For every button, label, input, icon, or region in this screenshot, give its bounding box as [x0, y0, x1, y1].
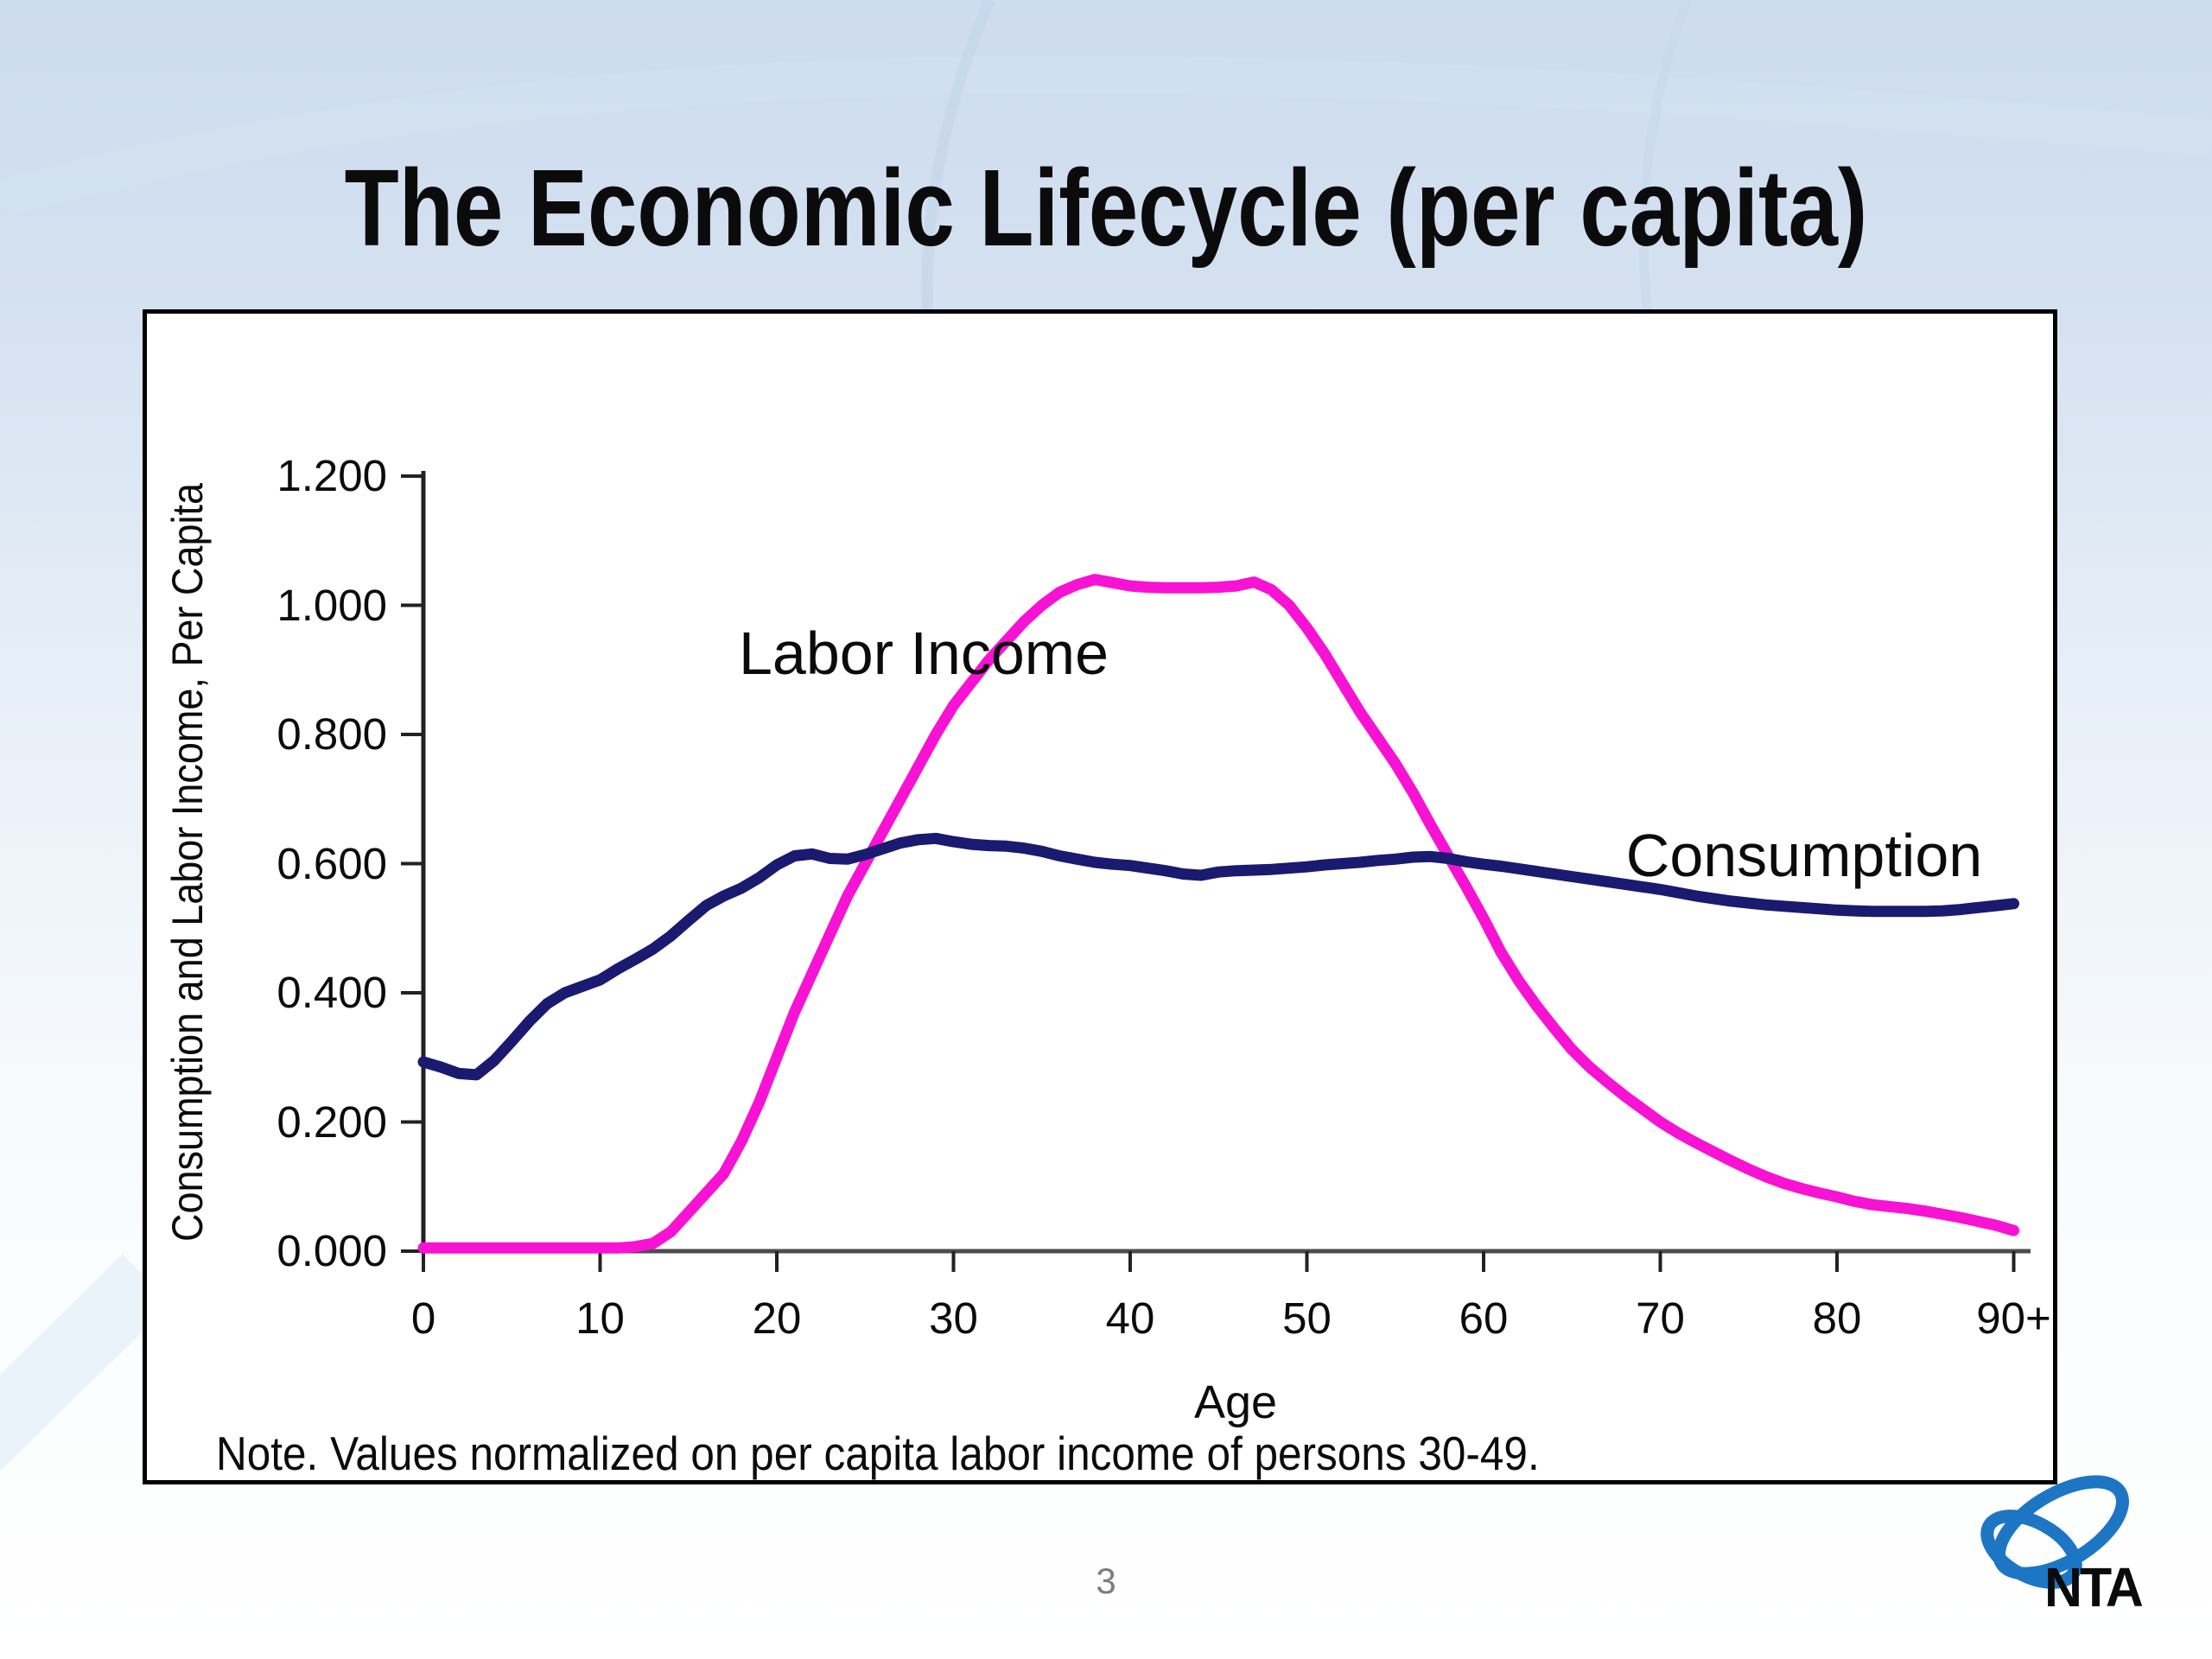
nta-logo: [1980, 1475, 2129, 1589]
x-tick-label: 80: [1812, 1294, 1862, 1343]
page-number: 3: [1096, 1560, 1116, 1601]
chart-note: Note. Values normalized on per capita la…: [216, 1427, 1540, 1480]
y-tick-label: 0.200: [276, 1096, 387, 1147]
labor-income-line: [417, 574, 2019, 1254]
labor-income-series-label: Labor Income: [738, 620, 1109, 687]
consumption-line: [417, 832, 2019, 1081]
x-tick-label: 50: [1282, 1294, 1332, 1343]
x-tick-label: 20: [752, 1294, 802, 1343]
y-tick-label: 1.200: [276, 451, 387, 500]
consumption-series-label: Consumption: [1625, 822, 1983, 889]
y-tick-label: 0.800: [276, 709, 387, 759]
slide-title: The Economic Lifecycle (per capita): [344, 147, 1868, 269]
x-tick-label: 30: [929, 1294, 978, 1343]
x-tick-label: 40: [1105, 1294, 1155, 1343]
x-tick-label: 10: [575, 1294, 625, 1343]
y-tick-label: 1.000: [276, 580, 387, 630]
x-tick-label: 0: [410, 1294, 436, 1343]
x-tick-label: 70: [1636, 1294, 1685, 1343]
y-tick-label: 0.600: [276, 838, 387, 888]
x-axis-title: Age: [1193, 1376, 1278, 1428]
x-tick-label: 90+: [1976, 1294, 2051, 1343]
nta-logo-loop2-icon: [1980, 1510, 2082, 1589]
y-axis-title: Consumption and Labor Income, Per Capita: [163, 482, 212, 1243]
nta-logo-text: NTA: [2044, 1556, 2144, 1618]
y-tick-label: 0.000: [276, 1226, 387, 1275]
y-tick-label: 0.400: [276, 968, 387, 1017]
x-tick-label: 60: [1459, 1294, 1509, 1343]
